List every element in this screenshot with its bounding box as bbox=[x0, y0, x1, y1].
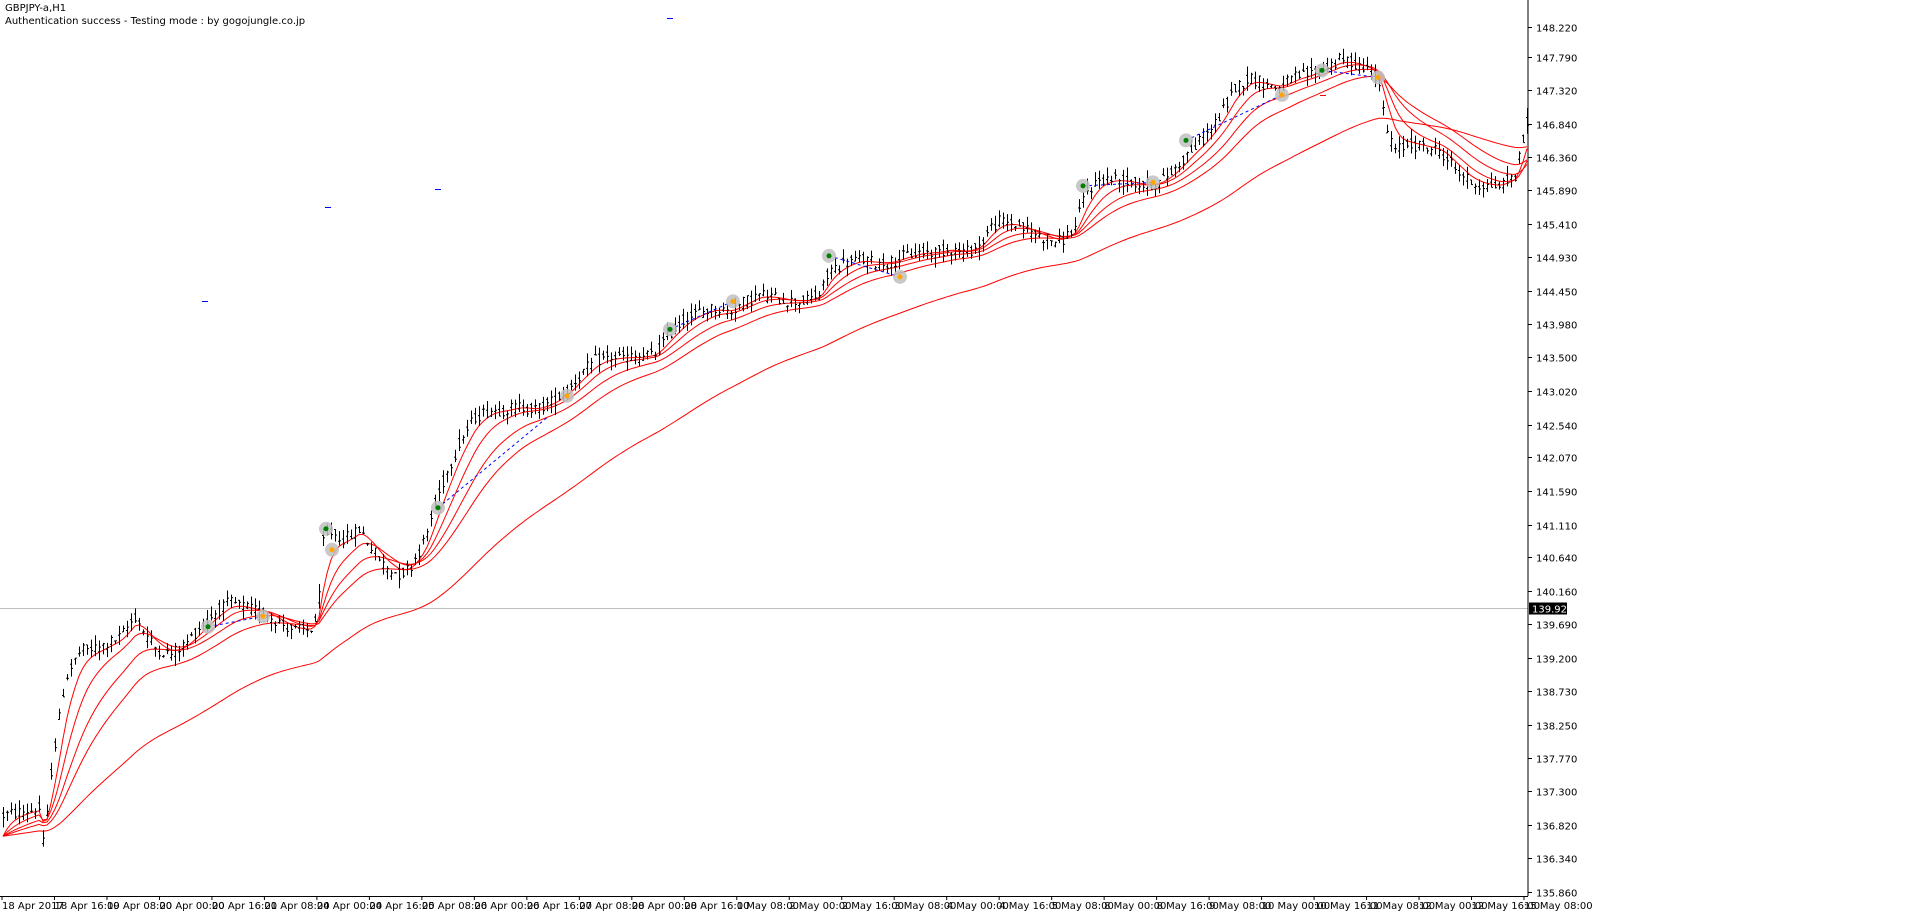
time-tick-label: 19 Apr 08:00 bbox=[107, 901, 172, 912]
time-tick-label: 20 Apr 16:00 bbox=[212, 901, 277, 912]
sell-arrow-icon bbox=[897, 274, 903, 280]
time-tick-label: 26 Apr 00:00 bbox=[474, 901, 539, 912]
time-tick-label: 8 May 16:00 bbox=[1157, 901, 1219, 912]
time-tick-label: 8 May 00:00 bbox=[1104, 901, 1166, 912]
price-tick-label: 137.300 bbox=[1536, 788, 1577, 799]
moving-average-lines bbox=[2, 61, 1528, 837]
signal-markers bbox=[201, 63, 1385, 634]
price-tick-label: 143.020 bbox=[1536, 388, 1577, 399]
sell-arrow-icon bbox=[1279, 92, 1285, 98]
time-tick-label: 1 May 08:00 bbox=[737, 901, 799, 912]
time-tick-label: 24 Apr 16:00 bbox=[369, 901, 434, 912]
price-tick-label: 139.200 bbox=[1536, 655, 1577, 666]
price-tick-label: 142.540 bbox=[1536, 422, 1577, 433]
buy-arrow-icon bbox=[1183, 137, 1189, 143]
buy-arrow-icon bbox=[323, 526, 329, 532]
price-tick-label: 141.110 bbox=[1536, 522, 1577, 533]
price-tick-label: 139.690 bbox=[1536, 621, 1577, 632]
price-tick-label: 138.250 bbox=[1536, 722, 1577, 733]
time-tick-label: 28 Apr 00:00 bbox=[632, 901, 697, 912]
price-tick-label: 148.220 bbox=[1536, 24, 1577, 35]
price-tick-label: 145.410 bbox=[1536, 221, 1577, 232]
price-axis: 148.220 147.790 147.320 146.840 146.360 145.8… bbox=[0, 0, 1577, 900]
sell-arrow-icon bbox=[1150, 179, 1156, 185]
current-price-tag: 139.922 bbox=[1529, 602, 1573, 616]
price-tick-label: 144.930 bbox=[1536, 254, 1577, 265]
moving-average-line bbox=[2, 61, 1528, 837]
time-tick-label: 5 May 08:00 bbox=[1052, 901, 1114, 912]
time-tick-label: 10 May 00:00 bbox=[1262, 901, 1331, 912]
price-tick-label: 135.860 bbox=[1536, 889, 1577, 900]
price-tick-label: 144.450 bbox=[1536, 288, 1577, 299]
time-tick-label: 21 Apr 08:00 bbox=[264, 901, 329, 912]
time-tick-label: 26 Apr 16:00 bbox=[527, 901, 592, 912]
buy-arrow-icon bbox=[1319, 67, 1325, 73]
sell-arrow-icon bbox=[564, 393, 570, 399]
price-tag-box bbox=[1529, 602, 1567, 615]
price-tick-label: 147.320 bbox=[1536, 87, 1577, 98]
time-tick-label: 25 Apr 08:00 bbox=[422, 901, 487, 912]
trade-link bbox=[828, 255, 901, 278]
price-tick-label: 146.360 bbox=[1536, 154, 1577, 165]
price-tick-label: 140.640 bbox=[1536, 554, 1577, 565]
time-tick-label: 24 Apr 00:00 bbox=[317, 901, 382, 912]
trade-link bbox=[437, 416, 549, 509]
time-tick-label: 3 May 08:00 bbox=[894, 901, 956, 912]
time-tick-label: 4 May 16:00 bbox=[999, 901, 1061, 912]
price-tick-label: 138.730 bbox=[1536, 688, 1577, 699]
price-tag-text: 139.922 bbox=[1532, 605, 1573, 616]
time-tick-label: 18 Apr 16:00 bbox=[54, 901, 119, 912]
indicator-dashes bbox=[202, 18, 1326, 302]
moving-average-line bbox=[2, 117, 1528, 837]
ohlc-bars bbox=[2, 48, 1529, 847]
buy-arrow-icon bbox=[667, 326, 673, 332]
price-tick-label: 143.500 bbox=[1536, 354, 1577, 365]
time-tick-label: 28 Apr 16:00 bbox=[684, 901, 749, 912]
time-tick-label: 20 Apr 00:00 bbox=[159, 901, 224, 912]
buy-arrow-icon bbox=[1080, 183, 1086, 189]
sell-arrow-icon bbox=[260, 613, 266, 619]
time-tick-label: 2 May 00:00 bbox=[789, 901, 851, 912]
price-tick-label: 136.340 bbox=[1536, 855, 1577, 866]
time-tick-label: 12 May 16:00 bbox=[1472, 901, 1541, 912]
time-tick-label: 12 May 00:00 bbox=[1419, 901, 1488, 912]
price-tick-label: 142.070 bbox=[1536, 454, 1577, 465]
time-tick-label: 15 May 08:00 bbox=[1524, 901, 1593, 912]
moving-average-line bbox=[2, 75, 1528, 837]
time-tick-label: 9 May 08:00 bbox=[1209, 901, 1271, 912]
trade-links bbox=[207, 69, 1379, 628]
buy-arrow-icon bbox=[435, 505, 441, 511]
time-tick-label: 11 May 08:00 bbox=[1367, 901, 1436, 912]
buy-arrow-icon bbox=[205, 624, 211, 630]
sell-arrow-icon bbox=[329, 547, 335, 553]
moving-average-line bbox=[2, 68, 1528, 837]
symbol-timeframe-label: GBPJPY-a,H1 bbox=[5, 3, 67, 14]
price-tick-label: 136.820 bbox=[1536, 822, 1577, 833]
sell-arrow-icon bbox=[730, 298, 736, 304]
buy-arrow-icon bbox=[826, 253, 832, 259]
moving-average-line bbox=[2, 64, 1528, 837]
time-tick-label: 27 Apr 08:00 bbox=[579, 901, 644, 912]
time-tick-label: 18 Apr 2017 bbox=[2, 901, 64, 912]
price-tick-label: 140.160 bbox=[1536, 588, 1577, 599]
price-tick-label: 147.790 bbox=[1536, 54, 1577, 65]
time-tick-label: 4 May 00:00 bbox=[947, 901, 1009, 912]
time-tick-label: 10 May 16:00 bbox=[1314, 901, 1383, 912]
price-tick-label: 141.590 bbox=[1536, 488, 1577, 499]
sell-arrow-icon bbox=[1375, 74, 1381, 80]
status-comment: Authentication success - Testing mode : … bbox=[5, 16, 306, 27]
price-tick-label: 145.890 bbox=[1536, 187, 1577, 198]
time-tick-label: 2 May 16:00 bbox=[842, 901, 904, 912]
price-tick-label: 137.770 bbox=[1536, 755, 1577, 766]
price-tick-label: 143.980 bbox=[1536, 321, 1577, 332]
price-tick-label: 146.840 bbox=[1536, 121, 1577, 132]
